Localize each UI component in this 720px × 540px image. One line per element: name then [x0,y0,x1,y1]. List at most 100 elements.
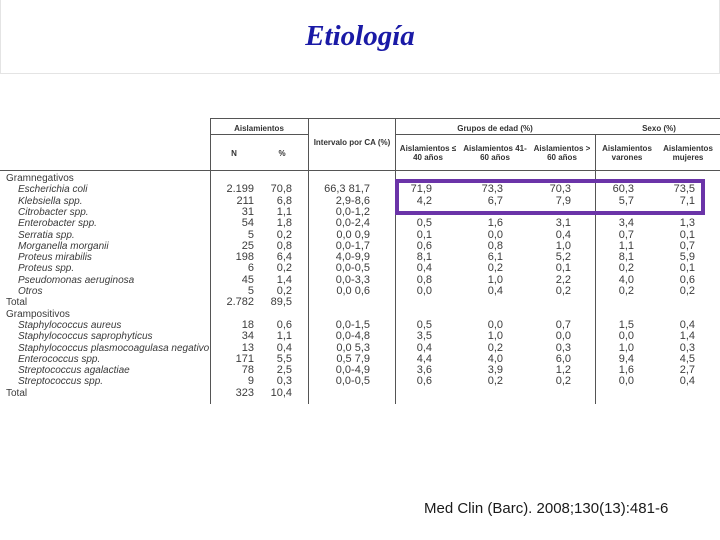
row-label: Gramnegativos [6,173,74,184]
cell-a: 0,4 [416,341,432,354]
cell-pct: 1,8 [276,217,292,230]
cell-ci: 0,0-0,5 [335,375,370,388]
cell-pct: 10,4 [270,386,292,399]
row-label: Staphylococcus saprophyticus [18,331,153,343]
cell-d: 0,2 [618,262,634,275]
cell-d: 8,1 [618,251,634,264]
cell-a: 71,9 [410,183,432,196]
row-label: Escherichia coli [18,184,88,196]
row-label: Klebsiella spp. [18,195,83,207]
cell-n: 25 [241,239,254,252]
hdr-sexo-2: Aislamientos mujeres [663,144,713,162]
cell-d: 0,0 [618,330,634,343]
cell-n: 31 [241,205,254,218]
cell-pct: 0,4 [276,341,292,354]
row-label: Staphylococcus aureus [18,319,122,331]
cell-ci: 66,3 81,7 [324,183,370,196]
cell-n: 323 [235,386,254,399]
cell-c: 2,2 [555,273,571,286]
cell-n: 13 [241,341,254,354]
cell-ci: 0,5 7,9 [336,352,370,365]
cell-c: 3,1 [555,217,571,230]
cell-d: 1,1 [618,239,634,252]
cell-n: 54 [241,217,254,230]
cell-ci: 0,0-1,7 [335,239,370,252]
cell-ci: 0,0 0,6 [336,285,370,297]
cell-c: 0,2 [555,285,571,297]
row-label: Streptococcus agalactiae [18,365,130,377]
cell-e: 5,9 [679,251,695,264]
cell-e: 1,3 [679,217,695,230]
cell-d: 4,0 [618,273,634,286]
cell-ci: 2,9-8,6 [335,194,370,207]
cell-b: 6,7 [487,194,503,207]
table-top-rule [210,118,720,119]
cell-n: 78 [241,364,254,377]
hdr-pct: % [278,149,286,158]
cell-b: 1,0 [487,330,503,343]
cell-ci: 0,0 0,9 [336,228,370,241]
highlight-box [395,179,705,215]
cell-n: 211 [236,194,254,207]
row-label: Morganella morganii [18,240,109,252]
cell-c: 5,2 [555,251,571,264]
hdr-sexo: Sexo (%) [642,124,676,133]
cell-a: 0,5 [416,318,432,331]
cell-n: 198 [235,251,254,264]
cell-b: 6,1 [487,251,503,264]
cell-c: 1,2 [555,364,571,377]
col-divider-4 [595,134,596,404]
cell-d: 60,3 [612,183,634,196]
cell-pct: 0,3 [276,375,292,388]
cell-d: 1,5 [618,318,634,331]
cell-ci: 0,0-1,5 [335,318,370,331]
hdr-n: N [231,149,237,158]
cell-e: 1,4 [679,330,695,343]
cell-pct: 70,8 [270,183,292,196]
cell-pct: 89,5 [270,296,292,309]
cell-pct: 6,8 [276,194,292,207]
cell-a: 4,4 [416,352,432,365]
cell-e: 0,4 [679,375,695,388]
cell-e: 0,1 [679,262,695,275]
row-label: Citrobacter spp. [18,206,89,218]
cell-a: 3,5 [416,330,432,343]
cell-b: 0,0 [487,228,503,241]
cell-n: 45 [241,273,254,286]
cell-e: 0,1 [679,228,695,241]
cell-e: 4,5 [679,352,695,365]
cell-c: 6,0 [555,352,571,365]
cell-n: 2.782 [226,296,254,309]
grupos-rule [395,134,720,135]
cell-e: 0,4 [679,318,695,331]
cell-n: 34 [241,330,254,343]
cell-d: 9,4 [618,352,634,365]
cell-c: 0,3 [555,341,571,354]
cell-ci: 4,0-9,9 [335,251,370,264]
row-label: Staphylococcus plasmocoagulasa negativo [18,342,210,354]
cell-c: 1,0 [555,239,571,252]
cell-d: 0,0 [618,375,634,388]
hdr-aislamientos: Aislamientos [234,124,284,133]
cell-n: 5 [247,228,254,241]
cell-pct: 2,5 [276,364,292,377]
cell-d: 1,6 [618,364,634,377]
cell-a: 0,4 [416,262,432,275]
cell-e: 0,7 [679,239,695,252]
cell-a: 0,6 [416,239,432,252]
hdr-grupos: Grupos de edad (%) [457,124,533,133]
hdr-sexo-1: Aislamientos varones [602,144,652,162]
cell-b: 0,0 [487,318,503,331]
cell-e: 2,7 [679,364,695,377]
col-divider-2 [308,118,309,404]
cell-e: 0,3 [679,341,695,354]
cell-b: 0,2 [487,341,503,354]
cell-pct: 6,4 [276,251,292,264]
cell-b: 3,9 [487,364,503,377]
cell-a: 0,1 [416,228,432,241]
row-label: Enterococcus spp. [18,353,101,365]
cell-pct: 0,8 [276,239,292,252]
cell-ci: 0,0-1,2 [335,205,370,218]
cell-b: 73,3 [481,183,503,196]
cell-c: 0,0 [555,330,571,343]
